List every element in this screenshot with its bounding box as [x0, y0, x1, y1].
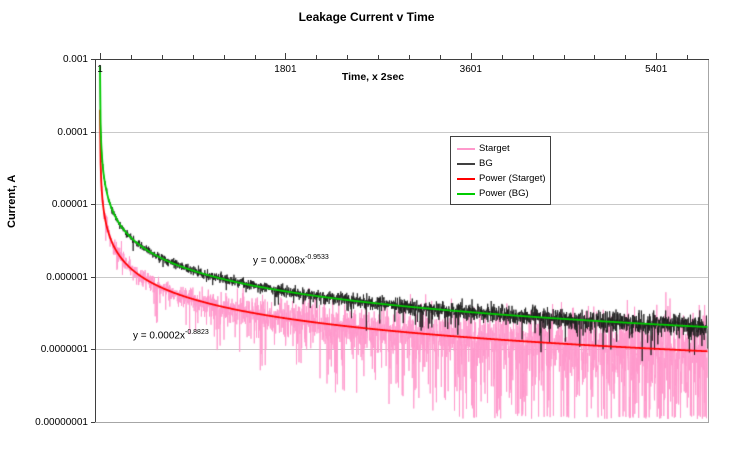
x-axis-line — [95, 59, 709, 60]
legend-swatch — [457, 177, 475, 180]
y-tick-mark — [91, 422, 95, 423]
y-tick-mark — [91, 276, 95, 278]
x-tick-mark — [563, 55, 565, 59]
legend-swatch — [457, 192, 475, 195]
x-tick-mark — [223, 55, 225, 59]
y-tick-mark — [91, 131, 95, 133]
x-tick-mark — [378, 55, 380, 59]
legend-swatch — [457, 147, 475, 150]
y-tick-mark — [91, 204, 95, 206]
legend-swatch — [457, 162, 475, 165]
equation-base: y = 0.0008x — [253, 255, 305, 267]
legend-label: Power (BG) — [479, 188, 529, 199]
x-tick-mark — [439, 55, 441, 59]
legend-label: BG — [479, 158, 493, 169]
legend-item-power-bg-: Power (BG) — [457, 186, 550, 201]
y-tick-mark — [91, 59, 95, 60]
x-tick-mark — [501, 55, 503, 59]
y-tick-label: 0.000001 — [46, 271, 88, 283]
x-tick-label: 5401 — [645, 64, 668, 75]
x-tick-mark — [470, 53, 472, 59]
x-tick-mark — [285, 53, 287, 59]
equation-power-bg: y = 0.0008x-0.9533 — [253, 254, 329, 266]
x-axis-title: Time, x 2sec — [341, 71, 405, 83]
y-axis-title: Current, A — [6, 174, 18, 228]
x-tick-mark — [409, 55, 410, 59]
x-tick-label: 3601 — [459, 64, 482, 75]
legend-label: Starget — [479, 143, 510, 154]
y-tick-mark — [91, 349, 95, 351]
x-tick-mark — [316, 55, 318, 59]
x-tick-mark — [687, 55, 689, 59]
x-tick-mark — [656, 53, 658, 59]
equation-exponent: -0.9533 — [304, 254, 329, 261]
y-axis-line — [95, 59, 96, 422]
x-tick-mark — [130, 55, 132, 59]
chart-title: Leakage Current v Time — [298, 10, 435, 24]
legend-item-starget: Starget — [457, 141, 550, 156]
y-tick-label: 0.001 — [62, 54, 88, 65]
legend-label: Power (Starget) — [479, 173, 546, 184]
x-tick-mark — [192, 55, 194, 59]
series-canvas — [96, 59, 709, 423]
y-tick-label: 0.0001 — [57, 126, 88, 138]
y-tick-label: 0.00000001 — [35, 417, 88, 428]
x-tick-mark — [594, 55, 596, 59]
y-tick-label: 0.0000001 — [40, 344, 88, 356]
x-tick-mark — [532, 55, 534, 59]
x-tick-mark — [625, 55, 627, 59]
x-tick-mark — [254, 55, 256, 59]
x-tick-label: 1 — [97, 64, 103, 75]
y-tick-label: 0.00001 — [51, 199, 88, 211]
legend-item-power-starget-: Power (Starget) — [457, 171, 550, 186]
legend: Starget BG Power (Starget) Power (BG) — [450, 136, 551, 205]
legend-item-bg: BG — [457, 156, 550, 171]
x-tick-mark — [100, 53, 101, 59]
equation-power-starget: y = 0.0002x-0.8823 — [133, 329, 209, 341]
x-tick-mark — [347, 55, 349, 59]
x-tick-label: 1801 — [274, 64, 297, 75]
equation-exponent: -0.8823 — [184, 329, 209, 336]
equation-base: y = 0.0002x — [133, 330, 185, 342]
x-tick-mark — [161, 55, 163, 59]
